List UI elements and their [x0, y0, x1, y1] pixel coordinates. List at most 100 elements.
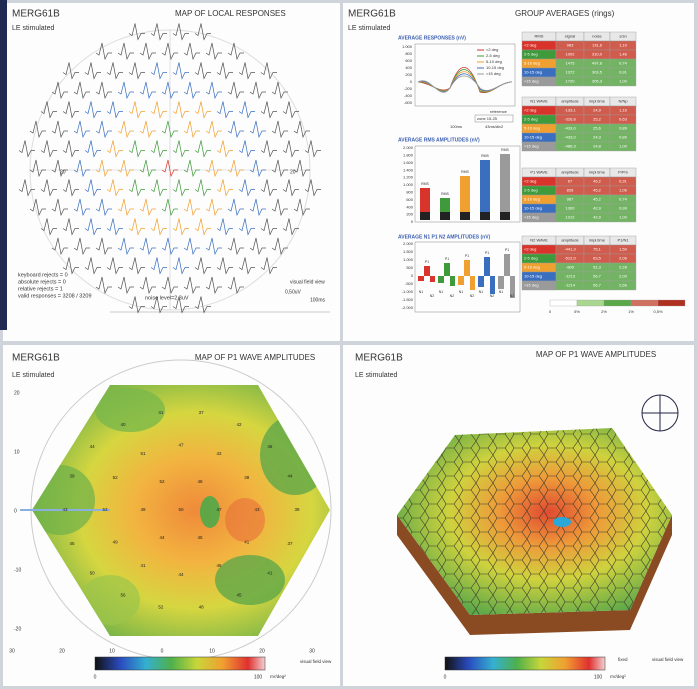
label: 5-10 deg [524, 265, 540, 270]
map-value: 44 [178, 572, 184, 577]
waveform [62, 140, 79, 158]
waveform [271, 198, 288, 217]
label: 2,28 [619, 265, 628, 270]
label: 25,6 [593, 126, 602, 131]
waveform [205, 276, 222, 295]
waveform [293, 159, 310, 178]
waveform [161, 159, 178, 178]
waveform [51, 120, 68, 139]
rms-bar-base [420, 212, 430, 220]
p1-bar [464, 260, 470, 276]
waveform [216, 218, 233, 236]
waveform [183, 81, 200, 100]
header: MERG61B [12, 9, 60, 20]
label: N2 [490, 294, 495, 298]
label: 30 [309, 648, 315, 654]
label: signal [565, 34, 576, 39]
label: 2% [601, 309, 607, 314]
label: 42,9 [593, 215, 602, 220]
label: noise [592, 34, 602, 39]
waveform [293, 198, 310, 217]
waveform [172, 179, 189, 197]
label: 1,06 [619, 188, 628, 193]
waveform [95, 198, 112, 217]
waveform [150, 179, 167, 197]
label: 0 [410, 79, 413, 84]
waveform [106, 179, 123, 197]
map-value: 53 [102, 507, 108, 512]
significance-swatch [603, 299, 632, 307]
label: 0,91 [619, 70, 628, 75]
map-value: 48 [199, 604, 205, 609]
waveform [150, 62, 167, 80]
label: absolute rejects = 0 [18, 279, 66, 285]
map-value: 45 [69, 541, 75, 546]
waveform [183, 120, 200, 139]
label: 51,3 [593, 265, 602, 270]
label: 0 [444, 674, 447, 680]
label: >15 deg [524, 79, 539, 84]
label: 1002 [566, 52, 576, 57]
p1-bar [504, 254, 510, 276]
waveform [106, 257, 123, 275]
label: 0,50uV [285, 289, 302, 295]
label: 1.600 [403, 160, 414, 165]
map-value: 40 [120, 422, 126, 427]
waveform [139, 81, 156, 100]
significance-swatch [549, 299, 578, 307]
subtitle: LE stimulated [355, 372, 398, 379]
map-value: 41 [244, 539, 250, 544]
waveform [128, 296, 145, 314]
header: MERG61B [355, 353, 403, 364]
label: P1 [485, 251, 489, 255]
waveform [95, 81, 112, 100]
edge [0, 0, 7, 330]
waveform [227, 120, 244, 139]
waveform [84, 257, 101, 275]
map-value: 39 [69, 473, 75, 478]
waveform [73, 159, 90, 178]
label: P1/N1 [617, 238, 629, 243]
label: 10 [14, 449, 20, 455]
waveform [260, 101, 277, 119]
label: -433,0 [564, 126, 576, 131]
waveform [51, 237, 68, 256]
waveform [106, 62, 123, 80]
waveform [29, 120, 46, 139]
waveform [51, 81, 68, 100]
waveform [62, 101, 79, 119]
waveform [51, 159, 68, 178]
subtitle: LE stimulated [12, 25, 55, 32]
waveform [18, 179, 35, 197]
label: N2 [450, 294, 455, 298]
waveform [106, 101, 123, 119]
label: 20 [14, 390, 20, 396]
waveform [260, 179, 277, 197]
surface-mesh [397, 428, 672, 615]
map-value: 37 [199, 410, 205, 415]
label: 1372 [566, 70, 576, 75]
label: RMS [535, 34, 544, 39]
waveform [216, 257, 233, 275]
map-value: 44 [90, 444, 96, 449]
map-value: 52 [158, 604, 164, 609]
waveform [282, 140, 299, 158]
label: >15 deg [524, 215, 539, 220]
waveform [194, 101, 211, 119]
label: >15 deg [524, 283, 539, 288]
label: N2 WAVE [530, 238, 548, 243]
panel [343, 3, 694, 341]
waveform [95, 120, 112, 139]
label: 1.800 [403, 152, 414, 157]
label: 0 [14, 508, 17, 514]
waveform [271, 81, 288, 100]
label: 2-5 deg [486, 53, 500, 58]
waveform [84, 140, 101, 158]
table-cell [609, 212, 637, 223]
label: impl.time [589, 99, 606, 104]
label: >15 deg [524, 144, 539, 149]
label: RMS [461, 170, 469, 174]
label: -2.000 [402, 305, 414, 310]
waveform [194, 218, 211, 236]
waveform [205, 120, 222, 139]
